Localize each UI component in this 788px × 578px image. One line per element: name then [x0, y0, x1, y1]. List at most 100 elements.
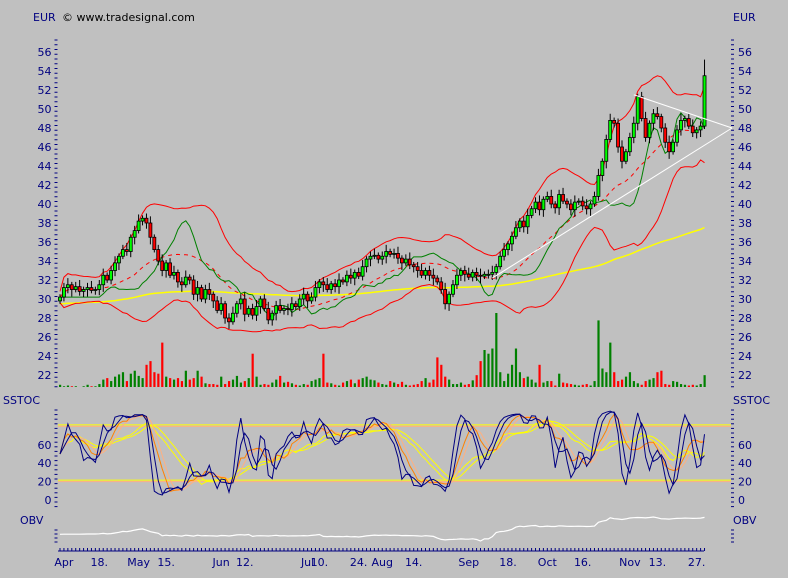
stoch-tick-label: 40	[38, 457, 52, 470]
volume-bar	[326, 382, 329, 387]
candle	[93, 289, 98, 291]
volume-bar	[448, 379, 451, 387]
volume-bar	[396, 384, 400, 387]
candle	[565, 200, 569, 205]
volume-bar	[412, 384, 415, 387]
date-tick-label: Oct	[538, 556, 558, 569]
volume-bar	[373, 380, 376, 387]
volume-bar	[141, 378, 144, 387]
volume-bar	[487, 353, 490, 387]
price-tick-label: 32	[38, 274, 52, 287]
volume-bar	[676, 381, 679, 387]
candle	[101, 274, 106, 286]
candle	[651, 113, 656, 124]
price-tick-label: 44	[738, 160, 752, 173]
price-tick-label: 50	[38, 103, 52, 116]
price-tick-label: 40	[738, 198, 752, 211]
volume-bar	[247, 378, 250, 387]
candle	[474, 271, 479, 276]
candle	[128, 236, 133, 252]
candle	[620, 146, 624, 162]
volume-bar	[644, 381, 647, 387]
candle	[274, 305, 279, 314]
candle	[109, 270, 113, 281]
obv-line	[59, 516, 705, 542]
volume-bar	[408, 385, 411, 387]
triangle-upper-line	[633, 94, 733, 129]
candle	[321, 281, 326, 286]
volume-bar	[640, 384, 643, 387]
volume-bar	[66, 385, 70, 387]
candle	[592, 195, 597, 205]
volume-bar	[275, 379, 278, 387]
candle	[686, 118, 691, 127]
candle	[113, 262, 117, 271]
date-tick-label: 12.	[236, 556, 254, 569]
candle	[352, 271, 357, 279]
date-tick-label: 10.	[311, 556, 329, 569]
volume-bar	[695, 385, 698, 387]
volume-bar	[475, 375, 478, 387]
volume-bar	[660, 370, 663, 387]
candle	[600, 160, 605, 176]
price-tick-label: 52	[738, 84, 752, 97]
candle	[211, 293, 216, 302]
candle	[639, 96, 644, 119]
stoch-label-right: SSTOC	[733, 394, 770, 407]
stoch-tick-label: 60	[738, 439, 752, 452]
candle	[258, 298, 263, 307]
candle	[85, 287, 90, 290]
candle	[407, 258, 412, 266]
volume-bar	[227, 381, 231, 387]
candle	[698, 125, 703, 131]
date-tick-label: 27.	[688, 556, 706, 569]
volume-bar	[687, 385, 690, 387]
volume-bar	[483, 350, 486, 387]
candle	[341, 279, 345, 283]
volume-bar	[172, 379, 176, 387]
candle	[388, 251, 393, 255]
candle	[69, 284, 74, 290]
candle	[682, 118, 687, 121]
volume-bar	[318, 378, 321, 387]
volume-bar	[554, 385, 557, 387]
volume-bar	[59, 384, 62, 387]
candle	[231, 312, 235, 323]
volume-bar	[259, 384, 262, 387]
volume-bar	[467, 384, 470, 387]
candle	[360, 266, 365, 277]
candle	[160, 260, 165, 271]
candle	[62, 287, 66, 298]
candle	[132, 230, 137, 238]
volume-bar	[617, 381, 620, 387]
volume-bar	[302, 384, 305, 387]
candle	[297, 298, 302, 307]
candle	[470, 271, 475, 278]
price-tick-label: 36	[738, 236, 752, 249]
stoch-yellow-signal-line	[59, 420, 705, 483]
candle	[557, 194, 562, 209]
candle	[572, 201, 577, 211]
volume-bar	[624, 376, 628, 387]
candle	[694, 129, 699, 134]
volume-bar	[86, 384, 89, 387]
volume-bar	[286, 381, 290, 387]
candle	[458, 270, 463, 276]
candle	[325, 284, 330, 290]
volume-bar	[82, 386, 85, 387]
candle	[624, 151, 628, 162]
price-tick-label: 56	[38, 46, 52, 59]
candle	[187, 276, 192, 281]
price-tick-label: 46	[38, 141, 52, 154]
candle	[215, 300, 220, 311]
volume-bar	[440, 364, 443, 387]
stoch-tick-label: 40	[738, 457, 752, 470]
candle	[293, 303, 298, 307]
candle	[348, 274, 353, 279]
volume-bar	[267, 384, 270, 387]
volume-bar	[196, 370, 199, 387]
candle	[498, 255, 503, 268]
volume-bar	[404, 384, 408, 387]
candle	[612, 120, 617, 124]
volume-bar	[149, 361, 152, 387]
